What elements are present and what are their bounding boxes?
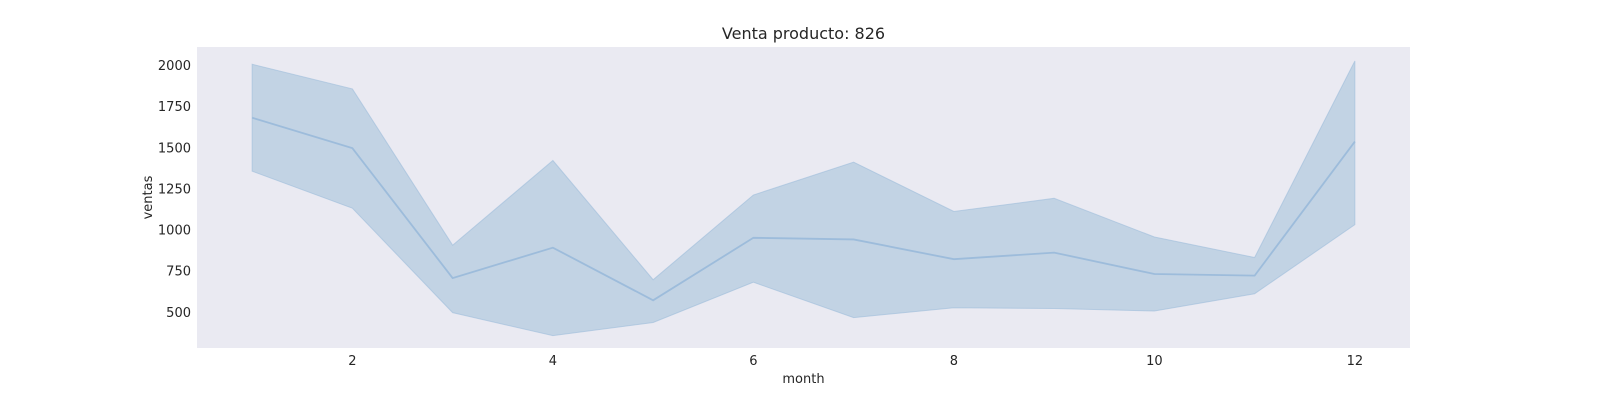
y-tick-label-750: 750	[166, 265, 191, 280]
data-point-1	[250, 116, 254, 120]
y-tick-label-1500: 1500	[158, 141, 191, 156]
x-tick-label-6: 6	[749, 354, 757, 369]
y-tick-label-1250: 1250	[158, 182, 191, 197]
series-line-layer	[250, 116, 1357, 302]
data-point-8	[952, 257, 956, 261]
chart-title: Venta producto: 826	[722, 24, 885, 43]
x-tick-label-4: 4	[549, 354, 557, 369]
y-axis-label: ventas	[141, 175, 156, 219]
y-axis-ticks: 500 750 1000 1250 1500 1750 2000	[158, 59, 191, 321]
y-tick-label-500: 500	[166, 306, 191, 321]
x-tick-label-12: 12	[1347, 354, 1364, 369]
data-point-5	[651, 298, 655, 302]
x-tick-label-10: 10	[1146, 354, 1163, 369]
series-line-0	[251, 116, 1356, 302]
data-point-2	[350, 146, 354, 150]
x-axis-label: month	[782, 372, 824, 387]
x-tick-label-2: 2	[348, 354, 356, 369]
confidence-band-0	[251, 60, 1356, 337]
x-axis-ticks: 2 4 6 8 10 12	[348, 354, 1363, 369]
data-point-7	[852, 237, 856, 241]
x-tick-label-8: 8	[950, 354, 958, 369]
confidence-band-layer	[251, 60, 1356, 337]
y-tick-label-1000: 1000	[158, 224, 191, 239]
data-point-11	[1253, 274, 1257, 278]
y-tick-label-1750: 1750	[158, 100, 191, 115]
y-tick-label-2000: 2000	[158, 59, 191, 74]
data-point-4	[551, 246, 555, 250]
data-point-12	[1353, 140, 1357, 144]
data-point-6	[751, 236, 755, 240]
data-point-10	[1152, 272, 1156, 276]
data-point-3	[451, 276, 455, 280]
data-point-9	[1052, 251, 1056, 255]
